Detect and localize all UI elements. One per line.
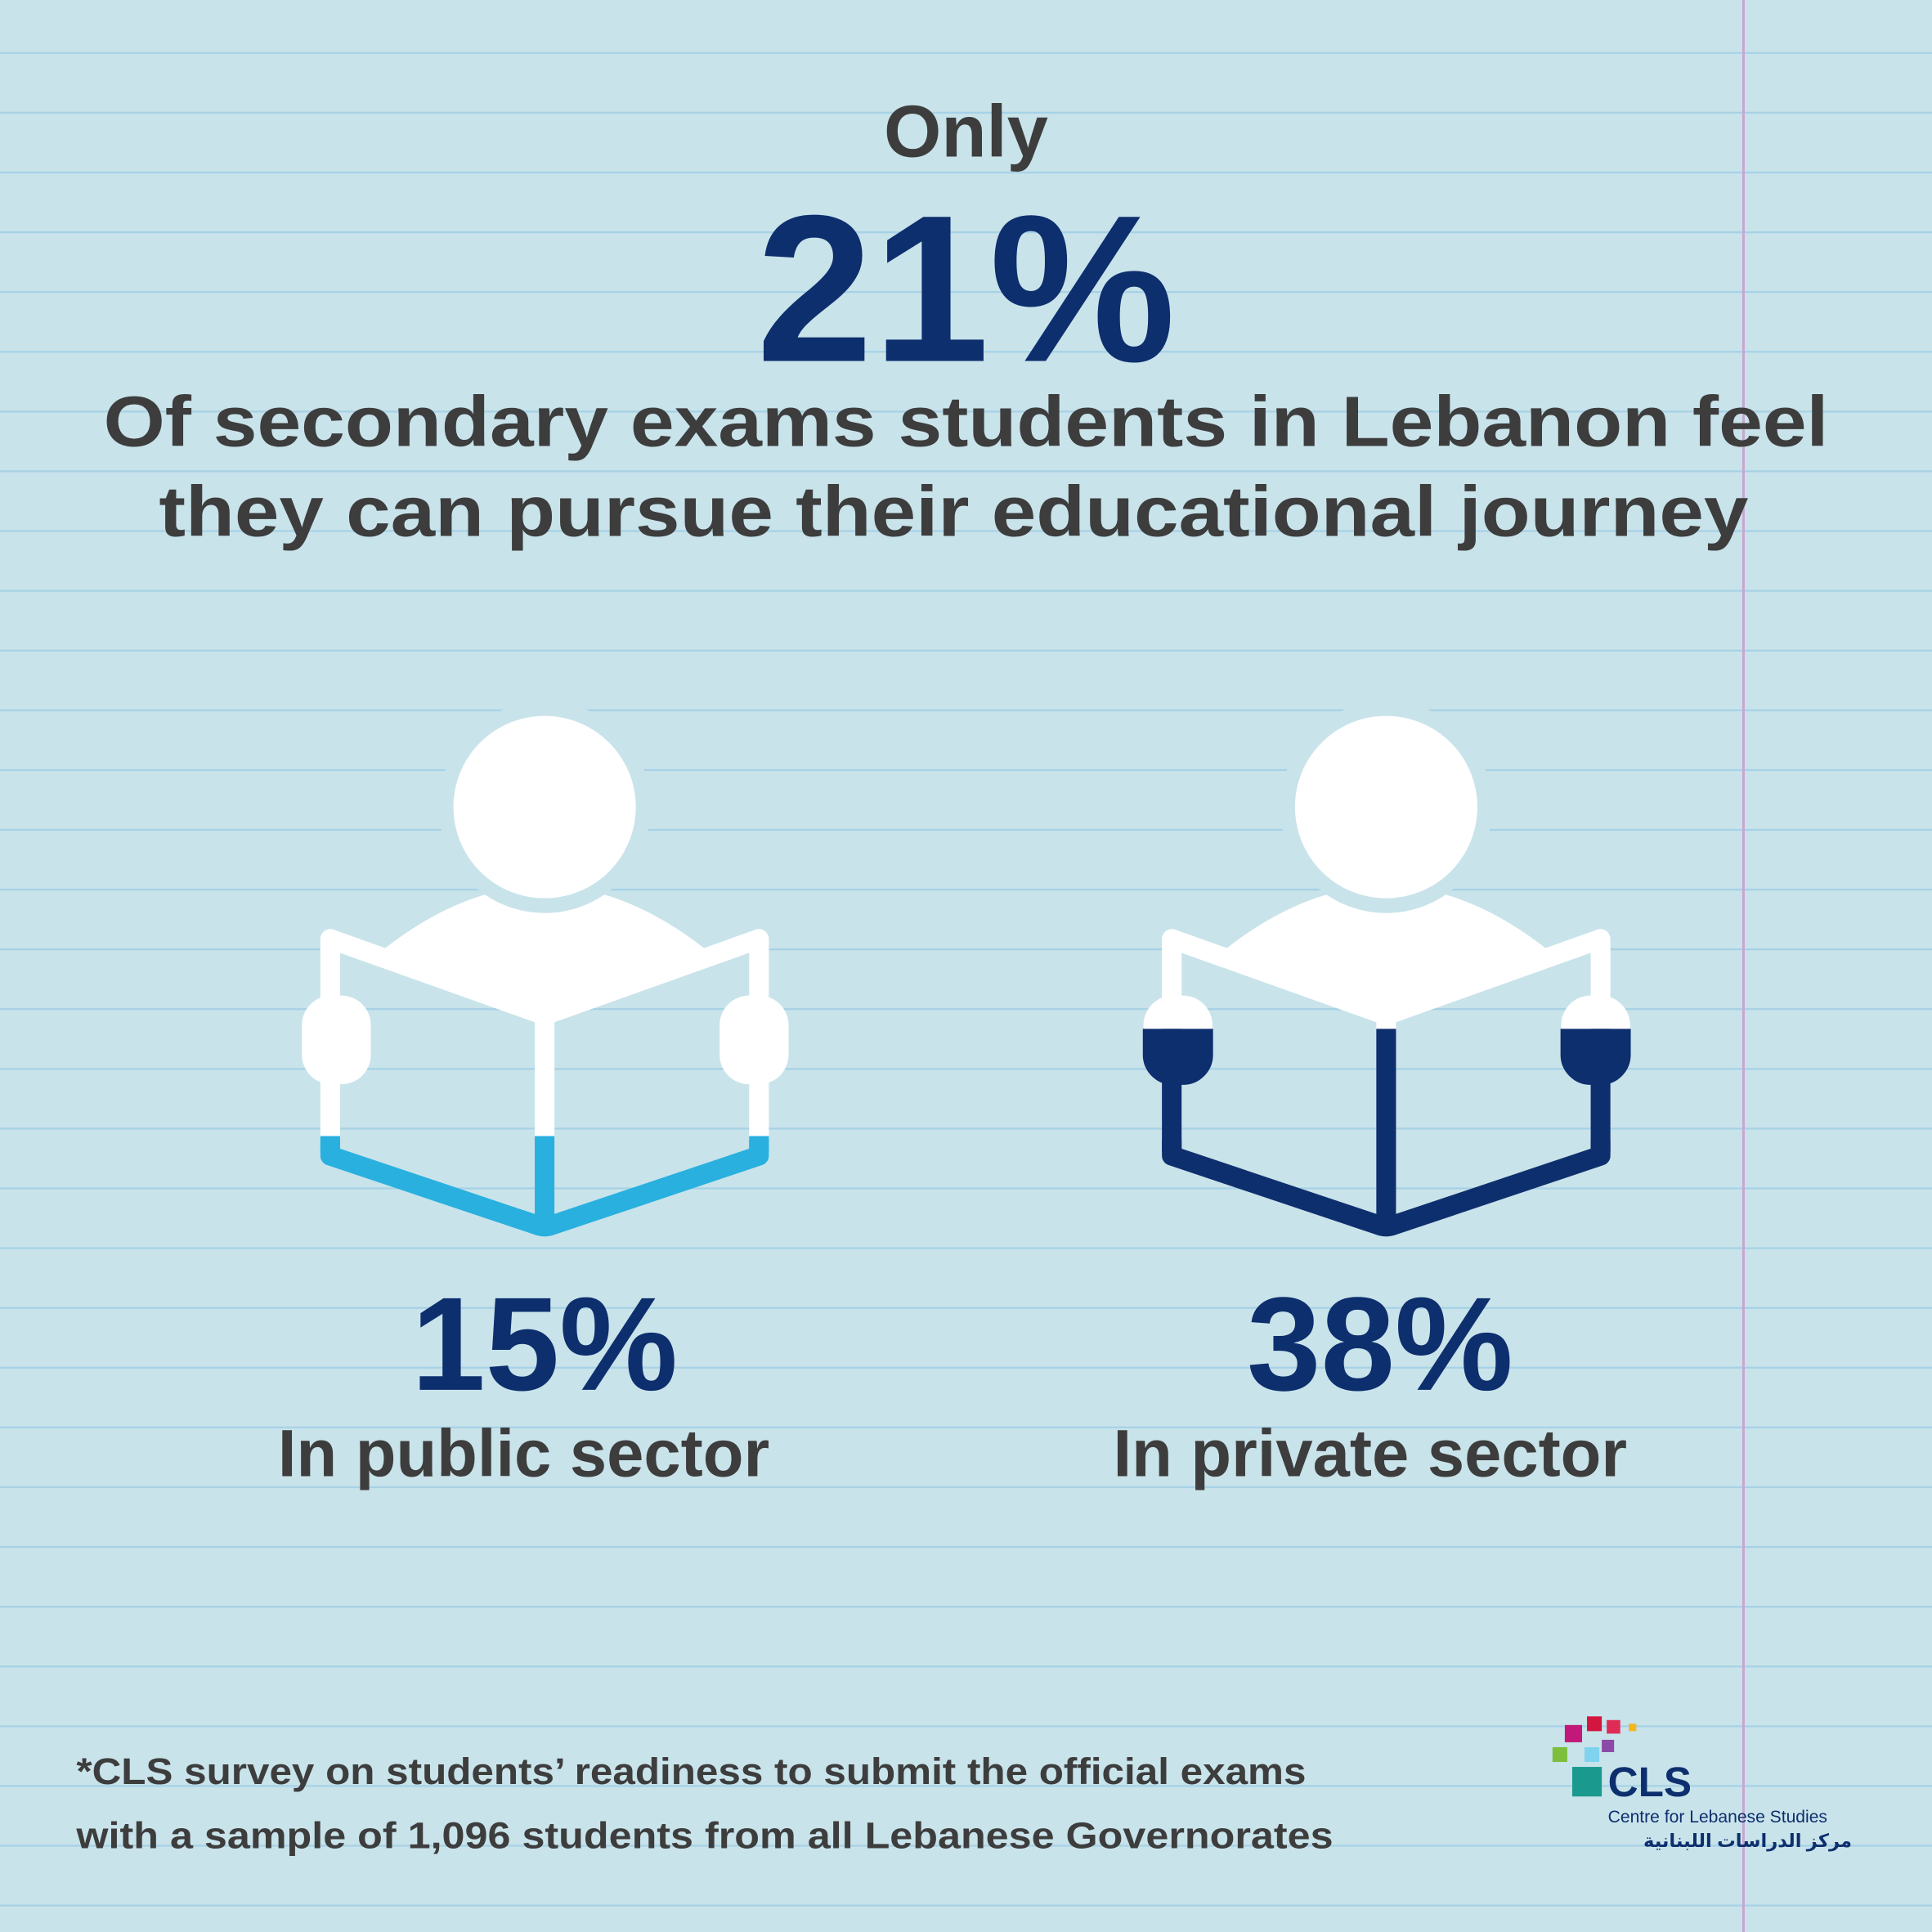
stat-label: In private sector [1114,1416,1628,1490]
footnote: with a sample of 1,096 students from all… [75,1815,1333,1857]
stat-value: 38% [1247,1271,1513,1419]
logo-name: Centre for Lebanese Studies [1608,1808,1827,1827]
reader-icon [1144,709,1630,1227]
subtitle: Of secondary exams students in Lebanon f… [104,382,1829,462]
stat-value: 15% [411,1271,678,1419]
subtitle: they can pursue their educational journe… [159,472,1748,552]
logo-acronym: CLS [1608,1759,1692,1805]
headline: 21% [756,173,1176,406]
logo-mark [1552,1716,1637,1797]
logo-name-arabic: مركز الدراسات اللبنانية [1643,1831,1852,1852]
stat-label: In public sector [278,1416,769,1490]
footnote: *CLS survey on students’ readiness to su… [76,1750,1306,1792]
reader-icon [302,709,788,1227]
lead-text: Only [884,90,1048,173]
